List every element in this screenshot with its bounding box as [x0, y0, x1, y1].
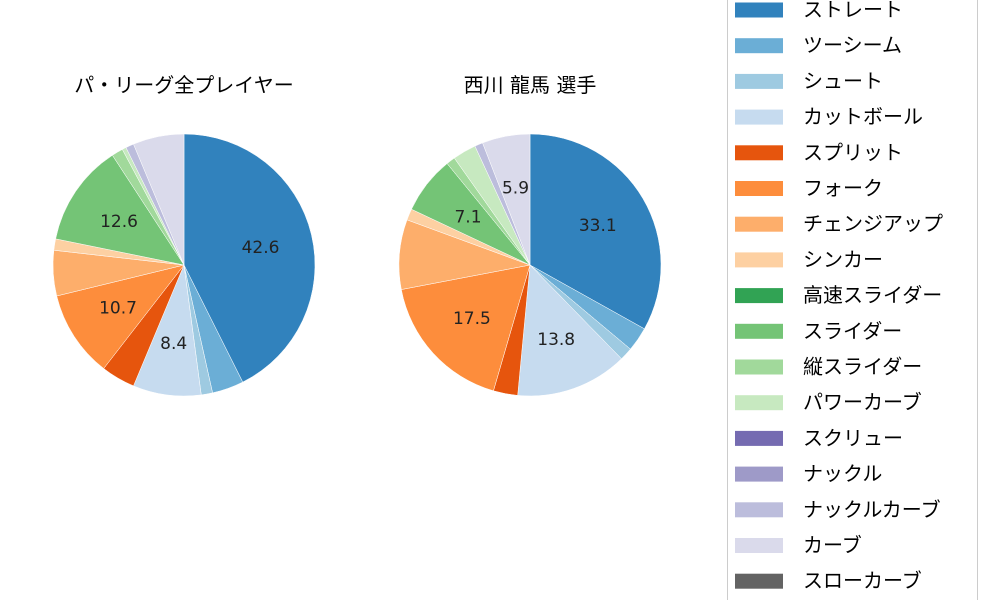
legend-label: 縦スライダー [803, 355, 922, 379]
legend-swatch [735, 502, 783, 518]
legend-item: 縦スライダー [735, 355, 922, 379]
legend-frame [727, 0, 978, 604]
pie-title-player: 西川 龍馬 選手 [464, 73, 597, 97]
legend-swatch [735, 538, 783, 553]
legend-label: スライダー [803, 319, 902, 343]
slice-label: 13.8 [537, 330, 575, 350]
legend-item: 高速スライダー [735, 283, 942, 307]
legend-item: チェンジアップ [735, 212, 943, 236]
legend-label: シュート [803, 69, 883, 93]
slice-label: 10.7 [99, 299, 137, 319]
legend-swatch [735, 109, 783, 125]
legend-label: パワーカーブ [803, 390, 922, 414]
legend-item: パワーカーブ [735, 390, 922, 414]
legend: ストレートツーシームシュートカットボールスプリットフォークチェンジアップシンカー… [727, 0, 978, 604]
legend-item: ツーシーム [735, 33, 902, 57]
legend-label: シンカー [803, 247, 883, 271]
legend-label: フォーク [803, 176, 883, 200]
legend-label: 高速スライダー [803, 283, 942, 307]
legend-swatch [735, 181, 783, 196]
slice-label: 42.6 [242, 238, 280, 258]
legend-swatch [735, 216, 783, 232]
pie-slice [55, 154, 185, 266]
legend-label: ナックルカーブ [803, 497, 941, 521]
legend-swatch [735, 395, 783, 411]
legend-item: ナックル [735, 462, 882, 486]
pie-title-league: パ・リーグ全プレイヤー [74, 73, 293, 97]
legend-label: ツーシーム [803, 33, 902, 57]
legend-label: スローカーブ [803, 569, 922, 593]
pie-player: 33.1 13.8 17.5 7.1 5.9 [398, 133, 662, 397]
slice-label: 33.1 [579, 216, 617, 236]
slice-label: 5.9 [502, 179, 529, 199]
pie-league: 42.6 8.4 10.7 12.6 [52, 133, 316, 397]
slice-label: 12.6 [100, 212, 138, 232]
legend-swatch [735, 359, 783, 375]
legend-swatch [735, 466, 783, 482]
legend-swatch [735, 252, 783, 268]
pie-slice [183, 133, 316, 383]
legend-swatch [735, 430, 783, 446]
legend-item: シンカー [735, 247, 883, 271]
legend-item: フォーク [735, 176, 883, 200]
legend-label: スプリット [803, 140, 903, 164]
legend-item: カットボール [735, 105, 923, 129]
legend-swatch [735, 73, 783, 89]
legend-item: ナックルカーブ [735, 497, 941, 521]
pie-slice [517, 264, 622, 397]
legend-label: スクリュー [803, 426, 903, 450]
pie-slice [482, 133, 531, 266]
slice-label: 8.4 [160, 334, 187, 354]
legend-label: カットボール [803, 105, 923, 129]
legend-swatch [735, 573, 783, 589]
legend-item: スプリット [735, 140, 903, 164]
pie-slice [133, 133, 185, 266]
legend-swatch [735, 323, 783, 339]
slice-label: 17.5 [453, 309, 491, 329]
legend-item: カーブ [735, 533, 862, 557]
legend-swatch [735, 288, 783, 304]
legend-label: カーブ [803, 533, 862, 557]
legend-swatch [735, 2, 783, 18]
pie-slice [529, 133, 662, 330]
legend-label: ストレート [803, 0, 903, 22]
pie-slice [56, 264, 185, 369]
legend-item: ストレート [735, 0, 903, 22]
legend-label: チェンジアップ [803, 212, 943, 236]
legend-item: スクリュー [735, 426, 903, 450]
legend-swatch [735, 38, 783, 54]
legend-item: スライダー [735, 319, 902, 343]
legend-swatch [735, 145, 783, 161]
slice-label: 7.1 [454, 208, 481, 228]
legend-item: スローカーブ [735, 569, 922, 593]
legend-item: シュート [735, 69, 883, 93]
legend-label: ナックル [803, 462, 882, 486]
pie-slice [401, 264, 531, 392]
